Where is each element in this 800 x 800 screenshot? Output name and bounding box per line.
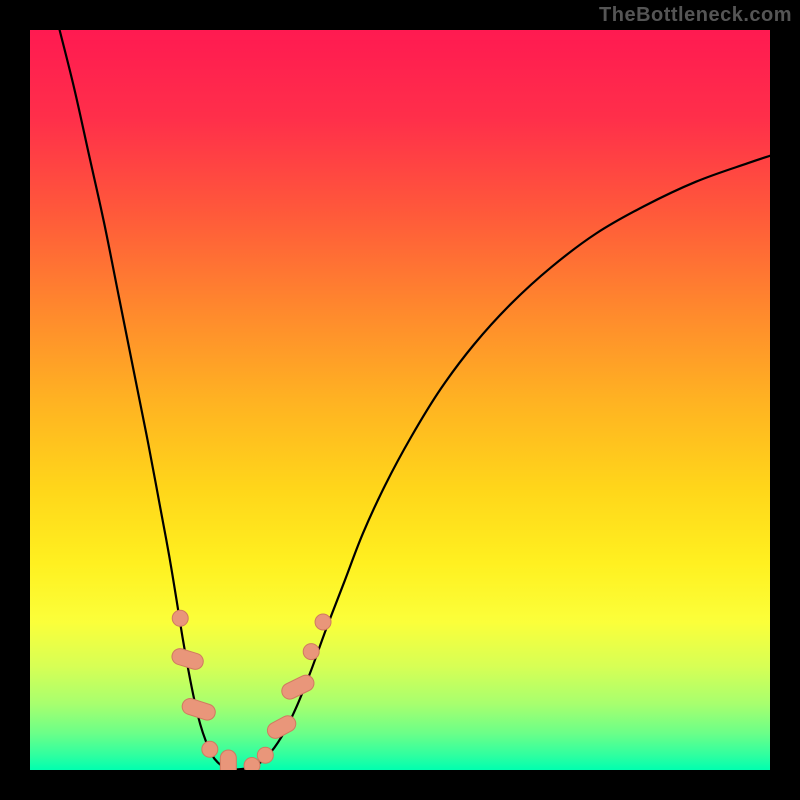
marker-5 bbox=[244, 758, 260, 770]
marker-3 bbox=[202, 741, 218, 757]
marker-4 bbox=[220, 750, 236, 770]
chart-background bbox=[30, 30, 770, 770]
marker-0 bbox=[172, 610, 188, 626]
marker-9 bbox=[303, 644, 319, 660]
marker-6 bbox=[257, 747, 273, 763]
plot-area bbox=[30, 30, 770, 770]
marker-10 bbox=[315, 614, 331, 630]
root: TheBottleneck.com bbox=[0, 0, 800, 800]
bottleneck-curve-chart bbox=[30, 30, 770, 770]
watermark-text: TheBottleneck.com bbox=[599, 4, 792, 27]
